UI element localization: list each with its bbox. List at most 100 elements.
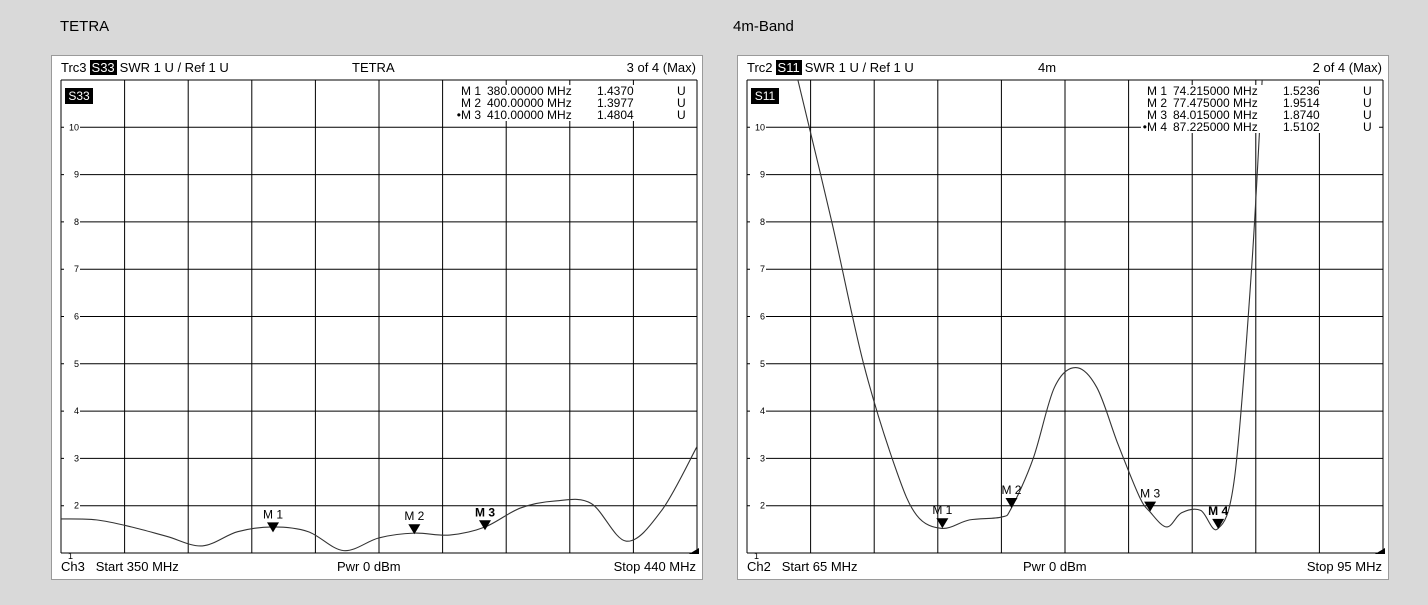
y-tick-label: 9: [760, 170, 765, 180]
y-tick-label: 5: [74, 359, 79, 369]
marker-triangle: [936, 518, 949, 529]
trace-center-label: TETRA: [352, 60, 395, 75]
readout-value: 1.4804: [597, 108, 634, 122]
tick-label-bg: [64, 357, 80, 370]
param-label-bg: [751, 88, 779, 104]
marker-label: M 2: [404, 509, 424, 523]
readout-value: 1.5102: [1283, 120, 1320, 134]
marker-triangle: [267, 522, 279, 533]
y-tick-label: 5: [760, 359, 765, 369]
channel-id: Ch2: [747, 559, 771, 574]
readout-row-bg: [455, 85, 693, 97]
y-tick-label: 1: [68, 551, 73, 561]
tick-label-bg: [750, 452, 766, 465]
y-tick-label: 6: [760, 312, 765, 322]
readout-value: 1.5236: [1283, 84, 1320, 98]
param-label: S11: [755, 89, 776, 103]
trace-info: Trc3 S33 SWR 1 U / Ref 1 U: [61, 56, 229, 80]
readout-frequency: 77.475000 MHz: [1173, 96, 1258, 110]
section-title-tetra: TETRA: [60, 18, 110, 35]
power-level: Pwr 0 dBm: [1023, 559, 1087, 574]
readout-marker-id: M 2: [1147, 96, 1167, 110]
analyzer-panel-tetra: Trc3 S33 SWR 1 U / Ref 1 U TETRA 3 of 4 (M…: [51, 55, 703, 580]
readout-marker-id: •M 4: [1143, 120, 1168, 134]
readout-marker-id: •M 3: [457, 108, 482, 122]
readout-value: 1.9514: [1283, 96, 1320, 110]
marker-triangle: [479, 520, 491, 531]
tick-label-bg: [64, 215, 80, 228]
y-tick-label: 2: [760, 501, 765, 511]
readout-frequency: 84.015000 MHz: [1173, 108, 1258, 122]
y-tick-label: 8: [74, 217, 79, 227]
y-tick-label: 3: [760, 453, 765, 463]
readout-value: 1.4370: [597, 84, 634, 98]
trace-info: Trc2 S11 SWR 1 U / Ref 1 U: [747, 56, 914, 80]
readout-unit: U: [1363, 108, 1372, 122]
scale-info: SWR 1 U / Ref 1 U: [119, 60, 229, 75]
readout-unit: U: [1363, 84, 1372, 98]
trace-header: Trc3 S33 SWR 1 U / Ref 1 U TETRA 3 of 4 (M…: [52, 56, 702, 80]
readout-row-bg: [1141, 85, 1379, 97]
marker-label: M 2: [1001, 483, 1021, 497]
readout-frequency: 87.225000 MHz: [1173, 120, 1258, 134]
trace-count: 3 of 4 (Max): [626, 60, 696, 75]
readout-row-bg: [455, 97, 693, 109]
readout-unit: U: [1363, 120, 1372, 134]
readout-marker-id: M 1: [461, 84, 481, 98]
tick-label-bg: [750, 168, 766, 181]
y-tick-label: 9: [74, 170, 79, 180]
scale-info: SWR 1 U / Ref 1 U: [804, 60, 914, 75]
trace-header: Trc2 S11 SWR 1 U / Ref 1 U 4m 2 of 4 (Max): [738, 56, 1388, 80]
readout-row-bg: [1141, 97, 1379, 109]
y-tick-label: 3: [74, 453, 79, 463]
param-label-bg: [65, 88, 93, 104]
start-frequency: Start 65 MHz: [781, 559, 858, 574]
section-title-4m-band: 4m-Band: [733, 18, 794, 35]
marker-label: M 3: [475, 505, 495, 519]
param-badge: S11: [775, 60, 802, 75]
channel-info: Ch3 Start 350 MHz: [61, 555, 179, 579]
readout-frequency: 410.00000 MHz: [487, 108, 572, 122]
marker-label: M 1: [263, 507, 283, 521]
tick-label-bg: [750, 121, 766, 134]
stop-frequency: Stop 95 MHz: [1306, 559, 1382, 574]
y-tick-label: 7: [760, 264, 765, 274]
marker-label: M 4: [1208, 504, 1228, 518]
trace-center-label: 4m: [1038, 60, 1057, 75]
marker-label: M 3: [1140, 487, 1160, 501]
tick-label-bg: [750, 357, 766, 370]
channel-footer: Ch2 Start 65 MHz Pwr 0 dBm Stop 95 MHz: [738, 555, 1388, 579]
tick-label-bg: [750, 263, 766, 276]
readout-row-bg: [1141, 121, 1379, 133]
swr-trace-line: [797, 80, 1263, 531]
stop-frequency: Stop 440 MHz: [613, 559, 696, 574]
tick-label-bg: [64, 263, 80, 276]
readout-frequency: 400.00000 MHz: [487, 96, 572, 110]
start-frequency: Start 350 MHz: [95, 559, 179, 574]
channel-info: Ch2 Start 65 MHz: [747, 555, 858, 579]
marker-triangle: [1212, 518, 1225, 529]
readout-value: 1.8740: [1283, 108, 1320, 122]
tick-label-bg: [64, 168, 80, 181]
tick-label-bg: [64, 310, 80, 323]
readout-frequency: 74.215000 MHz: [1173, 84, 1258, 98]
readout-value: 1.3977: [597, 96, 634, 110]
y-tick-label: 7: [74, 264, 79, 274]
tick-label-bg: [64, 405, 80, 418]
readout-unit: U: [677, 108, 686, 122]
tick-label-bg: [64, 452, 80, 465]
channel-id: Ch3: [61, 559, 85, 574]
marker-triangle: [408, 524, 421, 535]
readout-marker-id: M 1: [1147, 84, 1167, 98]
y-tick-label: 10: [755, 122, 765, 132]
readout-unit: U: [1363, 96, 1372, 110]
chart-grid: [60, 79, 698, 554]
y-tick-label: 2: [74, 501, 79, 511]
power-level: Pwr 0 dBm: [337, 559, 401, 574]
readout-marker-id: M 2: [461, 96, 481, 110]
trace-id: Trc2: [747, 60, 773, 75]
y-tick-label: 10: [69, 122, 79, 132]
y-tick-label: 6: [74, 312, 79, 322]
